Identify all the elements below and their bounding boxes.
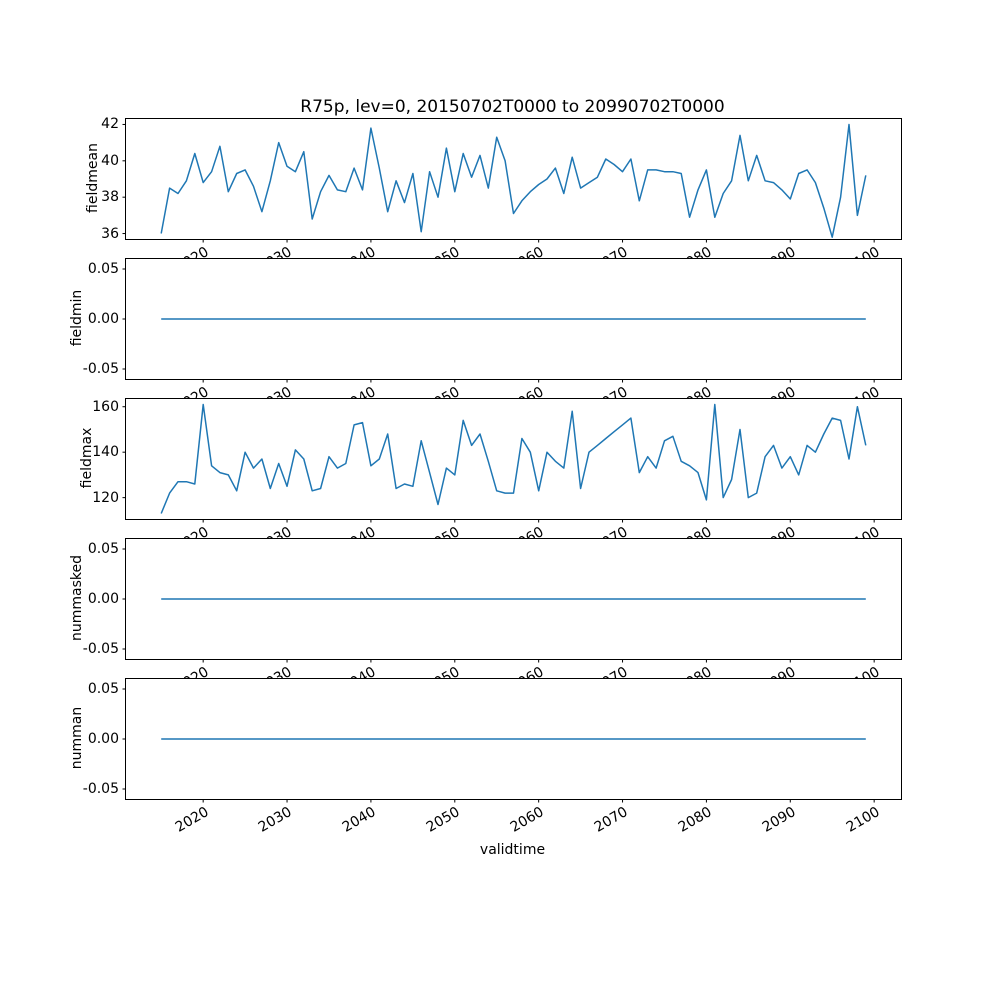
line-series-fieldmean xyxy=(160,123,867,238)
x-tick-label: 2080 xyxy=(675,804,715,836)
y-axis-label-numman: numman xyxy=(69,706,85,770)
x-tick-label: 2020 xyxy=(172,804,212,836)
x-tick-label: 2050 xyxy=(423,804,463,836)
x-tick-label: 2060 xyxy=(507,804,547,836)
y-tick-label: 0.05 xyxy=(87,260,119,277)
y-tick-label: 0.00 xyxy=(87,591,119,607)
y-axis-label-nummasked: nummasked xyxy=(69,554,85,642)
x-tick-label: 2100 xyxy=(843,804,883,836)
x-tick-label: 2090 xyxy=(759,804,799,836)
y-tick-label: -0.05 xyxy=(82,641,119,657)
y-tick-label: 0.05 xyxy=(87,680,119,697)
y-axis-label-fieldmin: fieldmin xyxy=(69,289,85,347)
axes-nummasked: -0.050.000.05202020302040205020602070208… xyxy=(83,538,902,696)
y-tick-label: 40 xyxy=(101,152,119,169)
axes-numman: -0.05 0.00 0.05 2020 2030 2040 2050 2060 2070 208… xyxy=(83,678,902,836)
y-tick-label: 0.00 xyxy=(87,731,119,747)
plot-area-fieldmean xyxy=(122,123,875,243)
x-tick-label: 2070 xyxy=(591,804,631,836)
plot-area-numman xyxy=(122,688,875,803)
axes-fieldmax: 1201401602020203020402050206020702080209… xyxy=(92,398,902,556)
y-tick-label: 42 xyxy=(101,116,119,133)
y-tick-label: -0.05 xyxy=(82,781,119,797)
y-tick-label: 36 xyxy=(101,225,119,242)
y-tick-label: -0.05 xyxy=(82,361,119,377)
y-tick-label: 120 xyxy=(92,489,119,506)
y-tick-label: 140 xyxy=(92,444,119,461)
y-tick-label: 38 xyxy=(101,189,119,206)
axes-fieldmean: 3638404220202030204020502060207020802090… xyxy=(101,116,902,276)
y-tick-label: 0.05 xyxy=(87,540,119,557)
axes-fieldmin: -0.050.000.05202020302040205020602070208… xyxy=(83,258,902,416)
plot-area-fieldmax xyxy=(122,403,875,523)
x-axis-label: validtime xyxy=(479,842,546,858)
chart-title: R75p, lev=0, 20150702T0000 to 20990702T0… xyxy=(300,97,725,117)
y-tick-label: 160 xyxy=(92,398,119,415)
x-tick-label: 2030 xyxy=(256,804,296,836)
line-series-fieldmax xyxy=(160,403,867,514)
plot-area-fieldmin xyxy=(122,268,875,383)
y-axis-label-fieldmean: fieldmean xyxy=(85,143,101,213)
y-tick-label: 0.00 xyxy=(87,311,119,327)
x-tick-label: 2040 xyxy=(340,804,379,836)
plot-area-nummasked xyxy=(122,548,875,663)
